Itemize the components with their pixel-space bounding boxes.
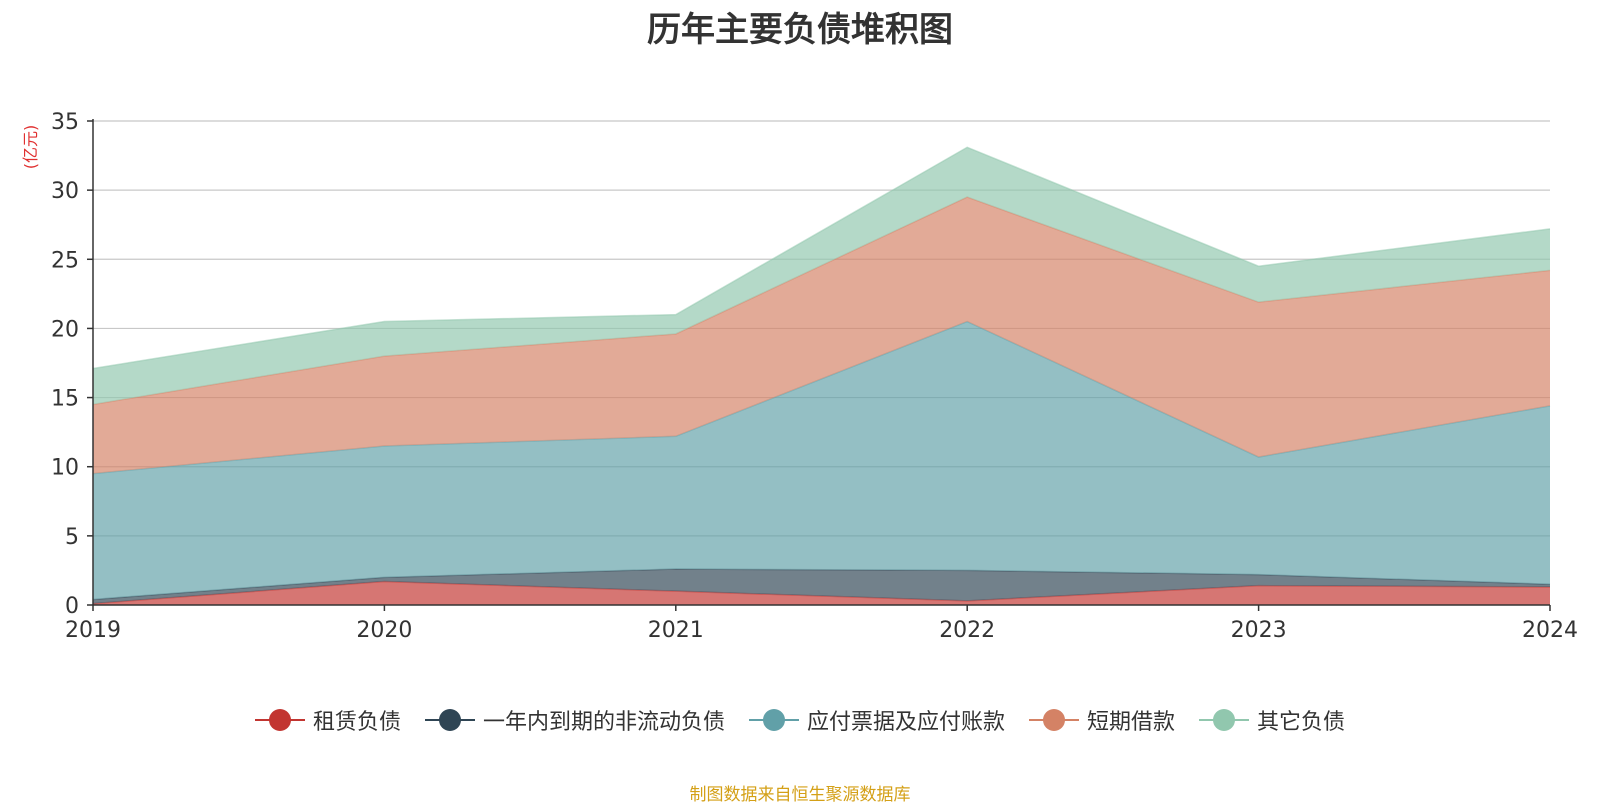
- legend-label: 应付票据及应付账款: [806, 710, 1005, 735]
- legend-item-4[interactable]: 其它负债: [1199, 704, 1345, 736]
- x-tick-label: 2024: [1522, 618, 1578, 643]
- x-tick-label: 2022: [939, 618, 995, 643]
- legend-item-2[interactable]: 应付票据及应付账款: [748, 704, 1005, 736]
- y-tick-label: 0: [65, 594, 79, 619]
- legend-label: 一年内到期的非流动负债: [482, 710, 725, 735]
- legend-marker: [1199, 709, 1250, 731]
- x-tick-label: 2019: [65, 618, 121, 643]
- y-tick-label: 10: [51, 456, 79, 481]
- x-tick-label: 2023: [1231, 618, 1287, 643]
- legend-item-3[interactable]: 短期借款: [1029, 704, 1175, 736]
- y-tick-label: 20: [51, 317, 79, 342]
- area-series-3[interactable]: [93, 197, 1550, 474]
- x-tick-label: 2021: [648, 618, 704, 643]
- area-series-4[interactable]: [93, 147, 1550, 405]
- area-series-1[interactable]: [93, 569, 1550, 604]
- data-source-note: 制图数据来自恒生聚源数据库: [689, 785, 911, 805]
- y-axis-unit-label: (亿元): [21, 125, 40, 170]
- legend-marker: [1029, 709, 1079, 731]
- chart-title: 历年主要负债堆积图: [647, 10, 953, 50]
- x-tick-label: 2020: [356, 618, 412, 643]
- legend-label: 其它负债: [1257, 710, 1346, 735]
- legend-marker: [254, 709, 305, 731]
- legend-item-1[interactable]: 一年内到期的非流动负债: [424, 704, 725, 736]
- y-tick-label: 35: [51, 110, 79, 135]
- area-series-0[interactable]: [93, 581, 1550, 605]
- y-tick-label: 25: [51, 248, 79, 273]
- chart-legend: 租赁负债 一年内到期的非流动负债 应付票据及应付账款 短期借款 其它负债: [0, 704, 1600, 736]
- area-series-2[interactable]: [93, 321, 1550, 600]
- y-tick-label: 30: [51, 179, 79, 204]
- axis-layer: 0 5 10 15 20 25 30 35 2019 2020 2021 2022 2023 2024: [51, 110, 1578, 643]
- legend-marker: [748, 709, 799, 731]
- area-layer: [92, 146, 1551, 605]
- y-tick-label: 15: [51, 387, 79, 412]
- area-series-edge-4: [92, 146, 1551, 370]
- legend-label: 短期借款: [1087, 710, 1176, 735]
- legend-item-0[interactable]: 租赁负债: [254, 704, 401, 736]
- y-tick-label: 5: [65, 525, 79, 550]
- legend-marker: [424, 709, 475, 731]
- legend-label: 租赁负债: [312, 710, 401, 735]
